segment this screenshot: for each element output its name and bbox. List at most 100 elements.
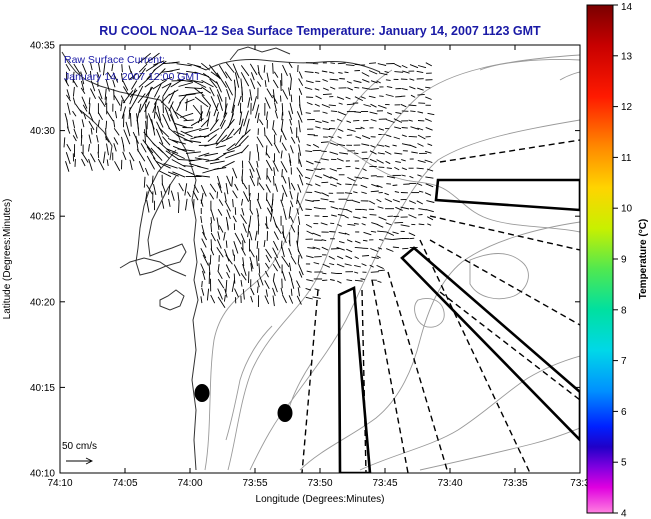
current-vector bbox=[281, 192, 284, 201]
current-vector bbox=[65, 161, 70, 172]
current-vector bbox=[97, 151, 100, 159]
current-vector bbox=[370, 119, 377, 122]
current-vector bbox=[120, 73, 124, 82]
current-vector bbox=[225, 279, 228, 293]
current-vector bbox=[329, 151, 339, 155]
current-vector bbox=[265, 289, 268, 297]
current-vector bbox=[426, 200, 435, 203]
current-vector bbox=[88, 134, 92, 144]
current-vector bbox=[314, 103, 320, 107]
current-vector bbox=[288, 271, 293, 281]
current-vector bbox=[344, 232, 350, 236]
current-vector bbox=[328, 104, 336, 107]
current-vector bbox=[289, 145, 294, 154]
current-vector bbox=[370, 271, 379, 273]
current-vector bbox=[306, 144, 311, 147]
current-vector bbox=[258, 273, 264, 286]
current-vector bbox=[249, 63, 258, 76]
current-vector bbox=[322, 263, 330, 268]
current-vector bbox=[202, 72, 218, 84]
current-vector bbox=[394, 126, 402, 130]
current-vector bbox=[347, 87, 354, 91]
current-vector bbox=[337, 62, 346, 65]
current-vector bbox=[221, 136, 233, 143]
current-vector bbox=[338, 72, 343, 74]
current-vector bbox=[297, 287, 300, 297]
current-vector bbox=[313, 206, 322, 210]
current-vector bbox=[305, 80, 314, 84]
current-vector bbox=[240, 72, 250, 87]
current-vector bbox=[427, 112, 435, 116]
current-vector bbox=[288, 62, 293, 69]
current-vector bbox=[171, 151, 185, 160]
current-vector bbox=[66, 94, 71, 102]
current-vector bbox=[241, 198, 244, 206]
current-vector bbox=[105, 96, 107, 106]
current-vector bbox=[144, 129, 146, 143]
current-vector bbox=[344, 215, 349, 219]
colorbar-tick-label: 10 bbox=[621, 204, 633, 215]
current-vector bbox=[331, 214, 337, 217]
current-vector bbox=[314, 190, 322, 194]
current-vector bbox=[238, 118, 244, 135]
current-vector bbox=[265, 248, 272, 259]
current-vector bbox=[330, 206, 339, 210]
colorbar-tick-label: 11 bbox=[621, 153, 632, 164]
current-vector bbox=[296, 167, 304, 177]
current-vector bbox=[63, 137, 66, 148]
current-vector bbox=[249, 168, 254, 178]
current-vector bbox=[234, 288, 239, 298]
current-vector bbox=[376, 223, 384, 228]
current-vector bbox=[201, 86, 212, 94]
current-vector bbox=[305, 199, 314, 202]
current-vector bbox=[202, 254, 209, 266]
x-tick-label: 73:40 bbox=[437, 478, 462, 489]
current-vector bbox=[289, 79, 292, 91]
current-vector bbox=[88, 111, 94, 122]
current-vector bbox=[223, 294, 226, 302]
current-vector bbox=[411, 151, 418, 154]
current-vector bbox=[177, 79, 193, 83]
current-vector bbox=[354, 271, 359, 274]
current-vector bbox=[306, 102, 313, 106]
current-vector bbox=[425, 62, 433, 67]
current-vector bbox=[257, 177, 259, 186]
current-vector bbox=[384, 150, 392, 155]
current-vector bbox=[242, 263, 247, 276]
current-vector bbox=[315, 120, 322, 124]
current-vector bbox=[345, 64, 355, 67]
current-vector bbox=[272, 94, 278, 104]
current-vector bbox=[352, 200, 361, 204]
current-vector bbox=[257, 71, 263, 81]
current-vector bbox=[201, 224, 205, 235]
current-vector bbox=[192, 104, 203, 117]
current-vector bbox=[361, 87, 371, 90]
current-vector bbox=[329, 142, 338, 146]
current-vector bbox=[417, 111, 424, 114]
current-vector bbox=[194, 135, 210, 138]
current-vector bbox=[265, 111, 268, 121]
current-vector bbox=[289, 159, 292, 167]
current-vector bbox=[218, 225, 224, 233]
current-vector bbox=[354, 264, 361, 268]
current-vector bbox=[368, 95, 376, 99]
current-vector bbox=[281, 231, 287, 244]
current-vector bbox=[146, 184, 153, 195]
current-vector bbox=[288, 87, 291, 96]
current-vector bbox=[409, 64, 419, 69]
current-vector bbox=[80, 80, 85, 91]
current-vector bbox=[217, 94, 224, 111]
current-vector bbox=[252, 96, 257, 111]
current-vector bbox=[224, 81, 233, 96]
current-vector bbox=[297, 184, 302, 193]
current-vector bbox=[379, 238, 384, 241]
current-vector bbox=[306, 279, 314, 282]
current-vector bbox=[282, 64, 288, 76]
x-tick-label: 73:45 bbox=[372, 478, 397, 489]
current-vector bbox=[113, 127, 120, 136]
current-vector bbox=[321, 181, 329, 184]
current-vector bbox=[369, 214, 377, 216]
current-vector bbox=[209, 160, 225, 165]
current-vector bbox=[153, 60, 165, 66]
current-vector bbox=[329, 71, 335, 74]
